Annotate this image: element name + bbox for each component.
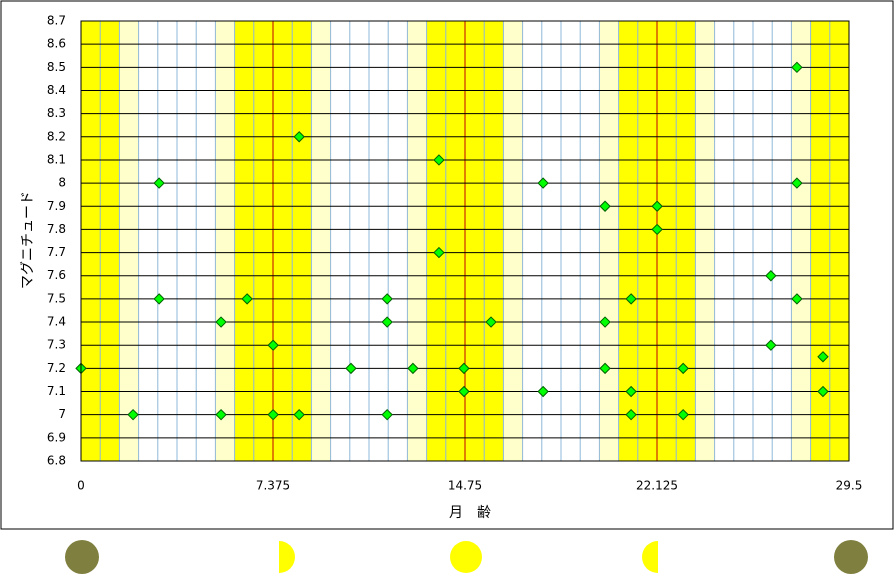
- point: [817, 351, 829, 363]
- point: [153, 293, 165, 305]
- y-tick-label: 8.1: [47, 152, 66, 166]
- y-tick-label: 7.2: [47, 361, 66, 375]
- last-quarter: [642, 541, 658, 573]
- y-tick-label: 6.9: [47, 430, 66, 444]
- first-quarter: [279, 541, 295, 573]
- point: [433, 246, 445, 259]
- y-tick-label: 7.9: [47, 199, 66, 213]
- x-axis-label: 月 齢: [449, 505, 491, 521]
- y-tick-label: 7: [58, 407, 66, 421]
- point: [651, 200, 663, 212]
- points: [75, 61, 829, 421]
- y-tick-label: 8: [58, 176, 66, 190]
- point: [267, 408, 279, 421]
- x-tick-label: 7.375: [256, 479, 290, 493]
- y-tick-label: 8.6: [47, 37, 66, 51]
- x-tick-label: 22.125: [636, 479, 678, 493]
- point: [677, 362, 689, 375]
- y-tick-label: 7.6: [47, 268, 66, 282]
- y-tick-label: 8.5: [47, 60, 66, 74]
- point: [215, 408, 227, 421]
- point: [537, 177, 549, 189]
- point: [153, 177, 165, 189]
- point: [599, 362, 611, 375]
- plot-border: [80, 20, 850, 462]
- y-tick-label: 6.8: [47, 454, 66, 468]
- y-axis-label: マグニチュード: [20, 191, 36, 289]
- point: [677, 408, 689, 421]
- y-tick-label: 8.3: [47, 106, 66, 120]
- x-tick-label: 29.5: [836, 479, 863, 493]
- grid: [81, 20, 849, 462]
- y-tick-label: 8.2: [47, 129, 66, 143]
- y-tick-label: 7.1: [47, 384, 66, 398]
- point: [293, 408, 305, 421]
- point: [651, 223, 663, 236]
- point: [817, 385, 829, 398]
- y-tick-label: 7.5: [47, 291, 66, 305]
- point: [765, 270, 777, 282]
- x-tick-label: 14.75: [448, 479, 482, 493]
- point: [791, 177, 803, 189]
- point: [599, 316, 611, 328]
- x-tick-label: 0: [77, 479, 85, 493]
- point: [485, 316, 497, 328]
- y-tick-label: 7.4: [47, 315, 66, 329]
- y-tick-label: 7.8: [47, 222, 66, 236]
- point: [791, 293, 803, 305]
- point: [599, 200, 611, 212]
- point: [765, 339, 777, 351]
- y-tick-label: 7.7: [47, 245, 66, 259]
- point: [267, 339, 279, 351]
- point: [381, 408, 393, 421]
- point: [791, 61, 803, 74]
- point: [625, 293, 637, 305]
- point: [381, 293, 393, 305]
- point: [293, 131, 305, 143]
- y-tick-label: 8.4: [47, 83, 66, 97]
- new-moon: [65, 540, 99, 574]
- moon-phases: [65, 540, 868, 574]
- point: [345, 362, 357, 375]
- point: [458, 385, 470, 398]
- point: [407, 362, 419, 375]
- point: [625, 408, 637, 421]
- y-tick-label: 8.7: [47, 14, 66, 28]
- point: [625, 385, 637, 398]
- point: [433, 154, 445, 166]
- new-moon: [834, 540, 868, 574]
- point: [458, 362, 470, 375]
- point: [127, 408, 139, 421]
- full-moon: [450, 541, 482, 573]
- point: [537, 385, 549, 398]
- point: [215, 316, 227, 328]
- point: [241, 293, 253, 305]
- point: [381, 316, 393, 328]
- y-tick-label: 7.3: [47, 338, 66, 352]
